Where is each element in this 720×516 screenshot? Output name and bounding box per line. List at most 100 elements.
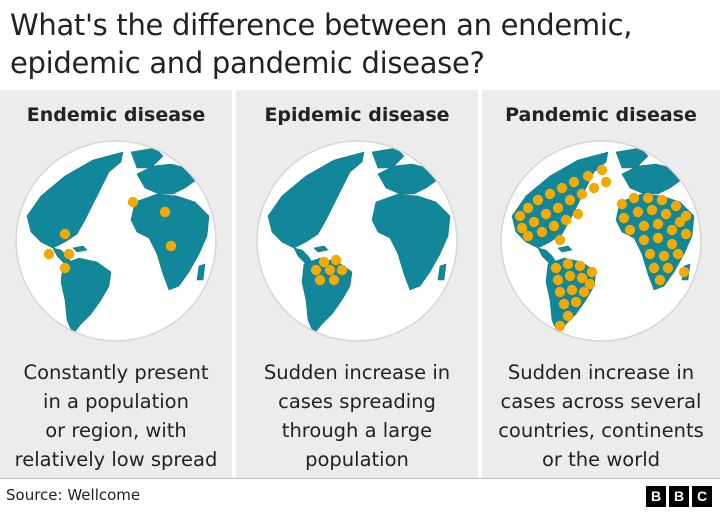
- land-africa: [371, 193, 451, 291]
- case-dot: [564, 194, 576, 206]
- title-line-2: epidemic and pandemic disease?: [10, 46, 485, 80]
- case-dot: [658, 250, 670, 262]
- land-europe: [136, 163, 200, 195]
- case-dot: [660, 208, 672, 220]
- case-dot: [666, 238, 678, 250]
- case-dot: [562, 310, 574, 322]
- case-dot: [540, 208, 552, 220]
- case-dot: [600, 176, 612, 188]
- case-dot: [570, 296, 582, 308]
- case-dot: [554, 234, 566, 246]
- case-dot: [674, 216, 686, 228]
- panel-epidemic: Epidemic disease Sudden increase in case…: [236, 90, 478, 478]
- case-dot: [328, 274, 340, 286]
- case-dot: [632, 206, 644, 218]
- case-dot: [554, 320, 566, 332]
- case-dot: [59, 228, 71, 240]
- globe-rim: [500, 140, 702, 342]
- description-line: or region, with: [45, 419, 187, 442]
- case-dot: [318, 256, 330, 268]
- land-madagascar: [437, 263, 447, 281]
- case-dot: [43, 248, 55, 260]
- case-dot: [666, 224, 678, 236]
- logo-block: B: [646, 486, 666, 507]
- case-dot: [656, 194, 668, 206]
- globe-map-icon: [15, 140, 217, 342]
- case-dot: [646, 204, 658, 216]
- land-caribbean: [72, 245, 88, 253]
- description-line: population: [305, 448, 409, 471]
- case-dot: [159, 206, 171, 218]
- land-greenland: [371, 147, 405, 169]
- case-dot: [616, 198, 628, 210]
- case-dot: [552, 274, 564, 286]
- logo-block: C: [692, 486, 712, 507]
- case-dot: [564, 270, 576, 282]
- globe-rim: [15, 140, 217, 342]
- source-credit: Source: Wellcome: [6, 486, 141, 504]
- description-line: cases spreading: [278, 390, 436, 413]
- description-line: in a population: [43, 390, 189, 413]
- case-dot: [672, 248, 684, 260]
- case-dot: [514, 210, 526, 222]
- land-europe: [377, 163, 441, 195]
- case-dot: [165, 240, 177, 252]
- case-dot: [548, 220, 560, 232]
- land-caribbean: [557, 245, 573, 253]
- case-dot: [586, 266, 598, 278]
- globe-rim: [256, 140, 458, 342]
- description-line: countries, continents: [498, 419, 704, 442]
- panel-heading: Endemic disease: [26, 104, 206, 126]
- case-dot: [522, 230, 534, 242]
- case-dot: [624, 224, 636, 236]
- case-dot: [310, 264, 322, 276]
- case-dot: [644, 248, 656, 260]
- description-line: relatively low spread: [14, 448, 218, 471]
- case-dot: [678, 266, 690, 278]
- case-dot: [680, 228, 692, 240]
- land-greenland: [615, 147, 649, 169]
- case-dot: [554, 286, 566, 298]
- bbc-logo: B B C: [646, 486, 712, 507]
- comparison-panels: Endemic disease Constantly present in a …: [0, 90, 720, 478]
- case-dot: [662, 262, 674, 274]
- panel-description: Sudden increase in cases spreading throu…: [236, 358, 478, 474]
- description-line: Constantly present: [23, 361, 209, 384]
- logo-block: B: [669, 486, 689, 507]
- description-line: Sudden increase in: [507, 361, 695, 384]
- land-northAmerica: [267, 151, 365, 249]
- case-dot: [628, 192, 640, 204]
- case-dot: [638, 220, 650, 232]
- case-dot: [642, 192, 654, 204]
- case-dot: [336, 264, 348, 276]
- case-dot: [652, 232, 664, 244]
- case-dot: [556, 182, 568, 194]
- globe-endemic: [13, 138, 219, 344]
- case-dot: [618, 212, 630, 224]
- globe-pandemic: [498, 138, 704, 344]
- case-dot: [568, 176, 580, 188]
- case-dot: [560, 214, 572, 226]
- land-greenland: [130, 147, 164, 169]
- case-dot: [596, 164, 608, 176]
- land-europe: [621, 163, 685, 195]
- case-dot: [63, 248, 75, 260]
- case-dot: [127, 196, 139, 208]
- case-dot: [552, 202, 564, 214]
- case-dot: [562, 258, 574, 270]
- case-dot: [324, 264, 336, 276]
- footer-divider: [0, 478, 720, 479]
- case-dot: [638, 234, 650, 246]
- case-dot: [566, 284, 578, 296]
- panel-description: Sudden increase in cases across several …: [482, 358, 720, 474]
- page-title: What's the difference between an endemic…: [10, 6, 710, 82]
- description-line: cases across several: [500, 390, 702, 413]
- case-dot: [516, 222, 528, 234]
- case-dot: [314, 274, 326, 286]
- case-dot: [574, 260, 586, 272]
- land-northAmerica: [26, 151, 124, 249]
- case-dot: [588, 182, 600, 194]
- case-dot: [572, 208, 584, 220]
- case-dot: [648, 262, 660, 274]
- case-dot: [576, 272, 588, 284]
